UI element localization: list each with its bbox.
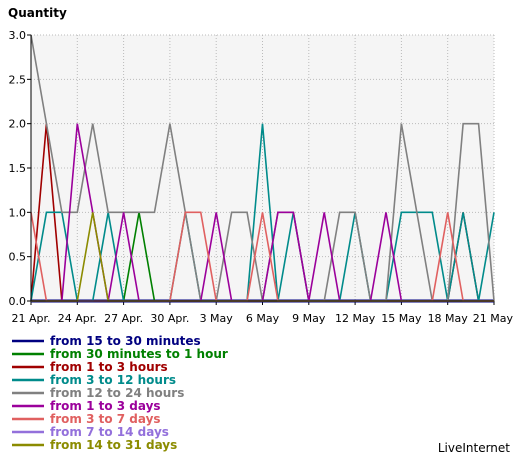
y-tick-label: 2.0 — [9, 118, 27, 131]
legend-label: from 7 to 14 days — [50, 425, 169, 439]
legend-label: from 1 to 3 hours — [50, 360, 168, 374]
x-tick-label: 21 May — [473, 312, 514, 325]
y-tick-label: 1.5 — [9, 162, 27, 175]
x-tick-label: 15 May — [381, 312, 422, 325]
x-tick-label: 27 Apr. — [104, 312, 143, 325]
legend-label: from 30 minutes to 1 hour — [50, 347, 228, 361]
x-axis-ticks: 21 Apr. 24 Apr. 27 Apr. 30 Apr. 3 May 6 May 9 … — [11, 301, 513, 325]
y-tick-label: 1.0 — [9, 206, 27, 219]
y-tick-label: 0.5 — [9, 251, 27, 264]
legend-label: from 1 to 3 days — [50, 399, 161, 413]
brand-label: LiveInternet — [438, 441, 510, 455]
y-axis-title: Quantity — [8, 6, 67, 20]
legend-label: from 3 to 12 hours — [50, 373, 176, 387]
y-axis-ticks: 0.0 0.5 1.0 1.5 2.0 2.5 3.0 — [9, 29, 31, 308]
legend-label: from 12 to 24 hours — [50, 386, 184, 400]
y-tick-label: 3.0 — [9, 29, 27, 42]
x-tick-label: 30 Apr. — [150, 312, 189, 325]
x-tick-label: 9 May — [292, 312, 326, 325]
x-tick-label: 18 May — [428, 312, 469, 325]
x-tick-label: 3 May — [200, 312, 234, 325]
y-tick-label: 2.5 — [9, 73, 27, 86]
x-tick-label: 21 Apr. — [11, 312, 50, 325]
legend-label: from 14 to 31 days — [50, 438, 177, 452]
x-tick-label: 6 May — [246, 312, 280, 325]
x-tick-label: 12 May — [335, 312, 376, 325]
x-tick-label: 24 Apr. — [58, 312, 97, 325]
legend-label: from 15 to 30 minutes — [50, 334, 201, 348]
axes — [30, 35, 494, 302]
legend-label: from 3 to 7 days — [50, 412, 161, 426]
y-tick-label: 0.0 — [9, 295, 27, 308]
